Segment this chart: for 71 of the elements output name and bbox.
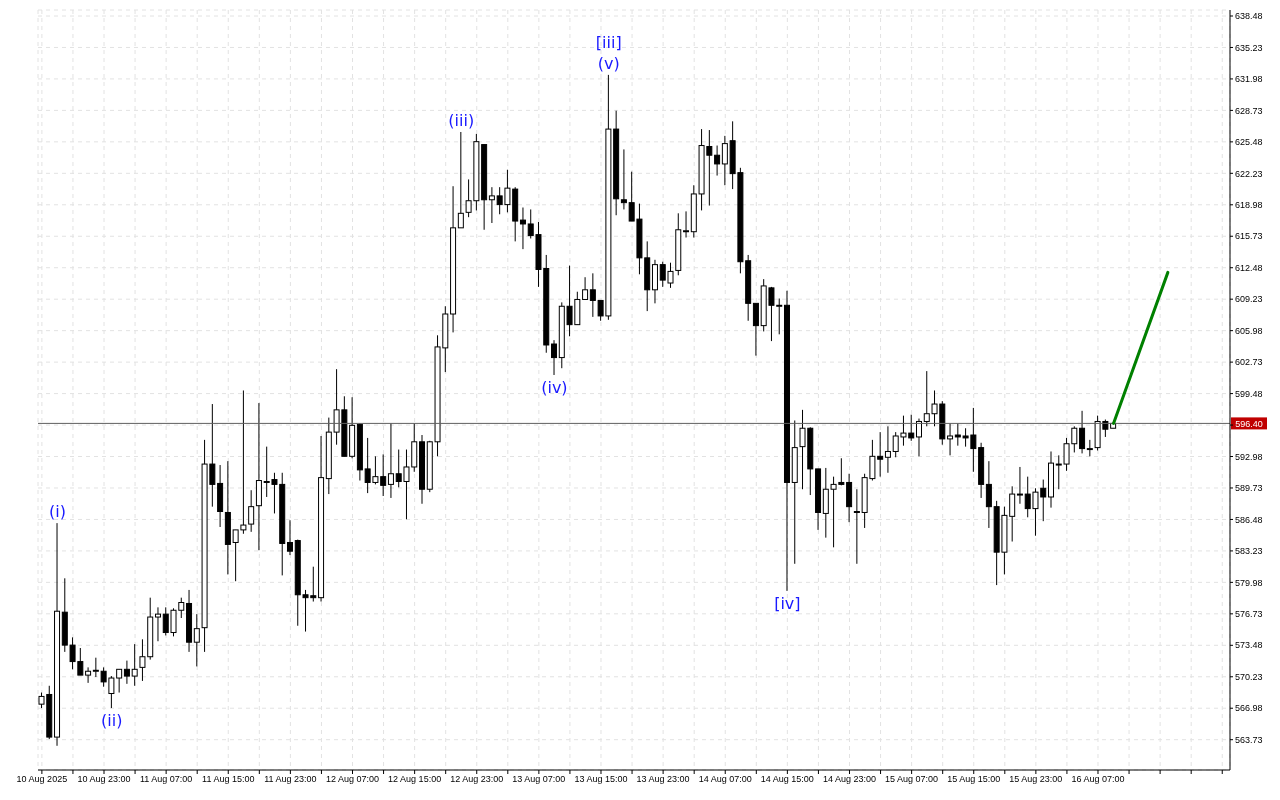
x-tick-label: 11 Aug 15:00 xyxy=(202,774,255,785)
y-tick-label: 618.98 xyxy=(1235,199,1263,210)
y-tick-label: 615.73 xyxy=(1235,231,1263,242)
candlestick xyxy=(947,422,954,456)
candlestick xyxy=(519,207,526,250)
y-tick-label: 638.48 xyxy=(1235,11,1263,22)
x-tick-label: 10 Aug 2025 xyxy=(16,774,68,785)
x-tick-label: 13 Aug 15:00 xyxy=(574,774,628,785)
candlestick xyxy=(985,460,992,529)
candlestick xyxy=(488,186,495,224)
x-tick-label: 11 Aug 23:00 xyxy=(264,774,317,785)
x-tick-label: 14 Aug 07:00 xyxy=(698,774,752,785)
x-tick-label: 15 Aug 07:00 xyxy=(885,774,939,785)
candlestick xyxy=(916,418,922,457)
y-tick-label: 586.48 xyxy=(1235,514,1263,525)
annotation: (iii) xyxy=(448,110,475,130)
y-tick-label: 612.48 xyxy=(1235,262,1263,273)
candlestick xyxy=(193,613,200,667)
y-tick-label: 589.73 xyxy=(1235,483,1263,494)
x-tick-label: 13 Aug 07:00 xyxy=(512,774,566,785)
x-tick-label: 12 Aug 15:00 xyxy=(388,774,442,785)
ref-line-label: 596.40 xyxy=(1235,419,1263,430)
annotation: (ii) xyxy=(101,711,123,731)
y-tick-label: 635.23 xyxy=(1235,42,1263,53)
y-tick-label: 625.48 xyxy=(1235,137,1263,148)
candlestick xyxy=(620,148,627,210)
y-tick-label: 570.23 xyxy=(1235,671,1263,682)
x-tick-label: 15 Aug 15:00 xyxy=(947,774,1001,785)
y-tick-label: 609.23 xyxy=(1235,294,1263,305)
y-tick-label: 566.98 xyxy=(1235,703,1263,714)
y-tick-label: 563.73 xyxy=(1235,734,1263,745)
candlestick xyxy=(85,666,92,684)
y-tick-label: 599.48 xyxy=(1235,388,1263,399)
y-tick-label: 622.23 xyxy=(1235,168,1263,179)
x-tick-label: 12 Aug 07:00 xyxy=(325,774,380,785)
x-tick-label: 13 Aug 23:00 xyxy=(636,774,690,785)
y-tick-label: 576.73 xyxy=(1235,609,1263,620)
candlestick xyxy=(683,210,690,239)
candlestick xyxy=(457,131,464,229)
candlestick xyxy=(884,425,891,474)
y-tick-label: 628.73 xyxy=(1235,105,1263,116)
y-tick-label: 631.98 xyxy=(1235,74,1263,85)
x-tick-label: 10 Aug 23:00 xyxy=(77,774,131,785)
y-tick-label: 579.98 xyxy=(1235,577,1263,588)
candlestick xyxy=(752,302,759,357)
annotation: [iii] xyxy=(595,32,622,52)
y-tick-label: 592.98 xyxy=(1235,451,1263,462)
annotation: (iv) xyxy=(541,377,568,397)
candlestick xyxy=(387,422,394,499)
candlestick xyxy=(154,606,161,642)
annotation: (v) xyxy=(597,53,620,73)
candlestick xyxy=(1016,466,1023,505)
x-tick-label: 14 Aug 23:00 xyxy=(822,774,877,785)
candlestick xyxy=(714,145,721,177)
candlestick xyxy=(131,643,138,687)
y-tick-label: 573.48 xyxy=(1235,640,1263,651)
x-tick-label: 14 Aug 15:00 xyxy=(760,774,814,785)
annotation: [iv] xyxy=(774,593,801,613)
candlestick xyxy=(287,519,293,556)
candlestick xyxy=(551,339,558,376)
x-tick-label: 15 Aug 23:00 xyxy=(1009,774,1063,785)
y-tick-label: 605.98 xyxy=(1235,325,1263,336)
candlestick xyxy=(1079,410,1086,454)
x-tick-label: 16 Aug 07:00 xyxy=(1071,774,1125,785)
candlestick xyxy=(582,276,589,300)
annotation: (i) xyxy=(48,502,66,522)
candlestick xyxy=(123,660,130,685)
y-tick-label: 583.23 xyxy=(1235,546,1263,557)
x-tick-label: 12 Aug 23:00 xyxy=(450,774,504,785)
x-tick-label: 11 Aug 07:00 xyxy=(139,774,193,785)
y-tick-label: 602.73 xyxy=(1235,357,1263,368)
